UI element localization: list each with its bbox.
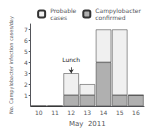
svg-text:3: 3 [24, 70, 28, 77]
svg-text:May 2011: May 2011 [69, 120, 106, 128]
svg-text:6: 6 [24, 37, 28, 44]
svg-text:Campylobacter: Campylobacter [95, 7, 141, 14]
svg-text:4: 4 [24, 59, 28, 66]
svg-text:13: 13 [84, 109, 92, 116]
svg-text:No. Campylobacter infection ca: No. Campylobacter infection cases/day [8, 16, 15, 114]
svg-text:12: 12 [67, 109, 75, 116]
svg-text:15: 15 [116, 109, 124, 116]
svg-text:confirmed: confirmed [95, 14, 125, 21]
svg-text:2: 2 [24, 81, 28, 88]
svg-text:10: 10 [35, 109, 43, 116]
svg-text:16: 16 [132, 109, 140, 116]
svg-text:Probable: Probable [50, 7, 76, 14]
svg-text:11: 11 [51, 109, 59, 116]
svg-text:7: 7 [24, 26, 28, 33]
svg-text:cases: cases [50, 14, 67, 21]
svg-text:Lunch: Lunch [62, 56, 80, 63]
svg-text:1: 1 [24, 92, 28, 99]
svg-text:14: 14 [100, 109, 108, 116]
svg-text:5: 5 [24, 48, 28, 55]
